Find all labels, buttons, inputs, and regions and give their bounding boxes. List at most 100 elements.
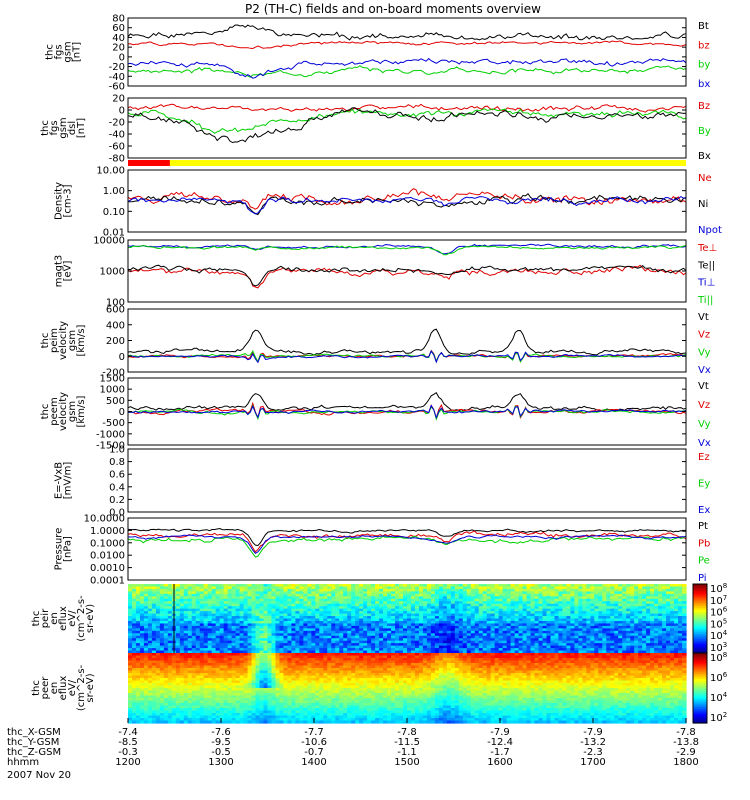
heatmap-cell	[163, 616, 169, 620]
heatmap-cell	[674, 584, 679, 588]
heatmap-cell	[167, 606, 173, 610]
heatmap-cell	[203, 611, 209, 615]
heatmap-cell	[339, 611, 344, 615]
heatmap-cell	[267, 591, 273, 595]
heatmap-cell	[454, 625, 460, 629]
heatmap-cell	[311, 618, 316, 622]
heatmap-cell	[510, 616, 516, 620]
heatmap-cell	[151, 698, 157, 702]
heatmap-cell	[187, 683, 193, 687]
heatmap-cell	[139, 598, 145, 602]
heatmap-cell	[287, 643, 293, 647]
heatmap-cell	[191, 650, 197, 654]
heatmap-cell	[227, 584, 233, 588]
heatmap-cell	[558, 608, 564, 612]
heatmap-cell	[478, 593, 484, 597]
heatmap-cell	[159, 670, 165, 674]
heatmap-cell	[379, 628, 384, 632]
heatmap-cell	[422, 606, 428, 610]
heatmap-cell	[586, 618, 591, 622]
heatmap-cell	[183, 655, 189, 659]
heatmap-cell	[235, 653, 241, 657]
heatmap-cell	[526, 643, 532, 647]
heatmap-cell	[562, 591, 568, 595]
heatmap-cell	[410, 598, 416, 602]
heatmap-cell	[606, 650, 611, 654]
series-line-Ti	[127, 243, 687, 255]
heatmap-cell	[159, 708, 165, 712]
heatmap-cell	[614, 648, 619, 652]
y-tick-label: 200	[106, 336, 125, 347]
heatmap-cell	[674, 596, 679, 600]
heatmap-cell	[466, 643, 472, 647]
heatmap-cell	[163, 608, 169, 612]
heatmap-cell	[223, 698, 229, 702]
heatmap-cell	[442, 623, 448, 627]
heatmap-cell	[143, 670, 149, 674]
heatmap-cell	[458, 620, 464, 625]
heatmap-cell	[191, 693, 197, 697]
heatmap-cell	[339, 608, 344, 612]
legend-label: bz	[698, 40, 710, 51]
heatmap-cell	[247, 630, 253, 634]
heatmap-cell	[175, 693, 181, 697]
heatmap-cell	[642, 598, 647, 602]
heatmap-cell	[235, 678, 241, 682]
heatmap-cell	[638, 643, 643, 647]
y-axis-label-line: peim	[49, 328, 60, 353]
heatmap-cell	[195, 593, 201, 597]
heatmap-cell	[403, 616, 408, 620]
heatmap-cell	[219, 700, 225, 704]
heatmap-cell	[131, 650, 137, 654]
heatmap-cell	[323, 591, 328, 595]
heatmap-cell	[335, 645, 340, 649]
heatmap-cell	[203, 658, 209, 662]
heatmap-cell	[327, 591, 332, 595]
heatmap-cell	[650, 630, 655, 634]
heatmap-cell	[179, 668, 185, 672]
heatmap-cell	[379, 598, 384, 602]
heatmap-cell	[239, 608, 245, 612]
heatmap-cell	[271, 591, 277, 595]
heatmap-cell	[626, 633, 631, 637]
heatmap-cell	[183, 693, 189, 697]
heatmap-cell	[367, 638, 372, 642]
heatmap-cell	[486, 648, 492, 652]
heatmap-cell	[303, 588, 308, 592]
heatmap-cell	[414, 625, 420, 629]
heatmap-cell	[682, 584, 687, 588]
heatmap-cell	[223, 693, 229, 697]
heatmap-cell	[195, 720, 201, 724]
heatmap-cell	[430, 648, 436, 652]
heatmap-cell	[139, 593, 145, 597]
heatmap-cell	[271, 598, 277, 602]
heatmap-cell	[670, 618, 675, 622]
heatmap-cell	[379, 593, 384, 597]
heatmap-cell	[199, 693, 205, 697]
heatmap-cell	[203, 613, 209, 617]
heatmap-cell	[315, 618, 320, 622]
heatmap-cell	[247, 640, 253, 644]
heatmap-cell	[391, 588, 396, 592]
y-axis-label-line: eflux	[58, 606, 69, 631]
legend-label: Pb	[698, 538, 710, 549]
heatmap-cell	[175, 658, 181, 662]
heatmap-cell	[195, 705, 201, 709]
heatmap-cell	[387, 640, 392, 644]
heatmap-cell	[399, 611, 404, 615]
heatmap-cell	[167, 695, 173, 699]
heatmap-cell	[546, 625, 552, 629]
heatmap-cell	[514, 640, 520, 644]
heatmap-cell	[259, 650, 265, 654]
heatmap-cell	[410, 586, 416, 590]
heatmap-cell	[502, 640, 508, 644]
y-tick-label: 10.00	[96, 166, 125, 177]
heatmap-cell	[407, 598, 412, 602]
heatmap-cell	[199, 663, 205, 667]
heatmap-cell	[235, 620, 241, 625]
heatmap-cell	[175, 645, 181, 649]
heatmap-cell	[654, 586, 659, 590]
heatmap-cell	[379, 591, 384, 595]
heatmap-cell	[490, 613, 496, 617]
heatmap-cell	[678, 586, 683, 590]
